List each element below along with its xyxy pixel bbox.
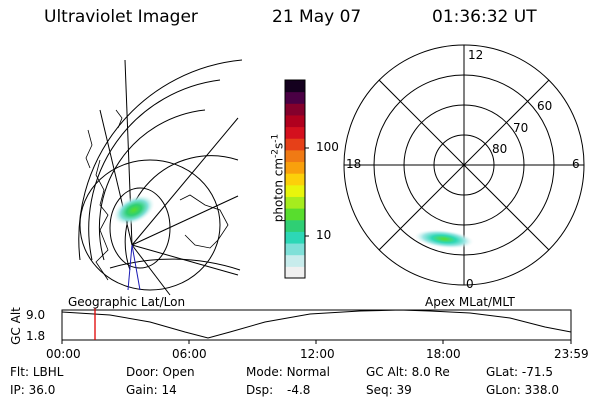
lat-label-80: 80 [492,142,508,156]
colorbar-band [285,91,305,104]
colorbar-band [285,80,305,93]
coastline-4 [115,109,123,129]
polar-circle [109,187,171,269]
info-gain: Gain: 14 [126,383,177,397]
colorbar-band [285,208,305,221]
altitude-frame [61,309,572,341]
info-door: Door: Open [126,365,195,379]
geographic-label: Geographic Lat/Lon [68,295,186,309]
altitude-curve [61,309,572,339]
lat-arc-4 [124,155,239,271]
info-mode: Mode: Normal [246,365,330,379]
lat-arc-3 [98,109,206,261]
lat-ring [79,159,221,291]
colorbar-band [285,149,305,163]
colorbar-band [285,161,305,174]
meridian-3 [131,195,239,246]
info-seq: Seq: 39 [366,383,412,397]
aurora-right [414,229,474,249]
colorbar-band [285,114,305,128]
colorbar-frame [284,79,306,279]
apex-label: Apex MLat/MLT [425,295,515,309]
coastline-2 [179,194,229,249]
altitude-xtick-label-2: 12:00 [300,347,335,361]
altitude-xtick-label-0: 00:00 [46,347,81,361]
axis-diag-2 [378,79,550,251]
colorbar-band [285,266,305,279]
meridian-2 [131,117,239,246]
apex-polar-plot [343,44,585,286]
colorbar-label-100: 100 [316,140,339,154]
mlt-label-6: 6 [572,157,580,171]
mlt-label-18: 18 [346,157,362,171]
altitude-xtick-label-4: 23:59 [554,347,589,361]
altitude-plot [61,308,572,344]
info-flt: Flt: LBHL [10,365,64,379]
colorbar-band [285,173,305,186]
colorbar-band [285,231,305,244]
info-ip: IP: 36.0 [10,383,56,397]
lat-arc-outer [78,59,243,261]
geographic-map [78,59,243,296]
colorbar-band [285,103,305,116]
altitude-xtick-label-3: 18:00 [426,347,461,361]
pole-line-2 [131,244,141,291]
meridian-4 [131,244,239,276]
lat-label-70: 70 [513,121,529,135]
colorbar-unit: photon cm-2s-1 [270,133,286,223]
aurora-left [113,194,155,226]
altitude-ylabel: GC Alt [9,307,23,345]
altitude-ytick-high: 9.0 [26,308,46,322]
pole-line-1 [127,244,133,291]
info-glat: GLat: -71.5 [486,365,553,379]
colorbar-band [285,184,305,197]
header-date: 21 May 07 [272,7,362,27]
coastline-3 [85,129,93,169]
colorbar-band [285,196,305,209]
colorbar-band [285,254,305,267]
lat-arc-2 [88,79,221,261]
colorbar-band [285,243,305,256]
lat-arc-5 [109,258,241,271]
instrument-title: Ultraviolet Imager [44,7,198,27]
meridian-5 [131,244,171,296]
info-dsp: Dsp: -4.8 [246,383,311,397]
header-time: 01:36:32 UT [432,7,537,27]
colorbar-label-10: 10 [316,228,332,242]
mlt-label-0: 0 [466,277,474,291]
colorbar-band [285,126,305,139]
colorbar-band [285,219,305,232]
altitude-xtick-label-1: 06:00 [172,347,207,361]
colorbar-band [285,138,305,151]
lat-label-60: 60 [537,99,553,113]
mlt-label-12: 12 [468,48,484,62]
altitude-ytick-low: 1.8 [26,329,46,343]
coastline-1 [95,159,109,281]
colorbar [285,80,305,279]
info-glon: GLon: 338.0 [486,383,559,397]
info-gcalt: GC Alt: 8.0 Re [366,365,450,379]
